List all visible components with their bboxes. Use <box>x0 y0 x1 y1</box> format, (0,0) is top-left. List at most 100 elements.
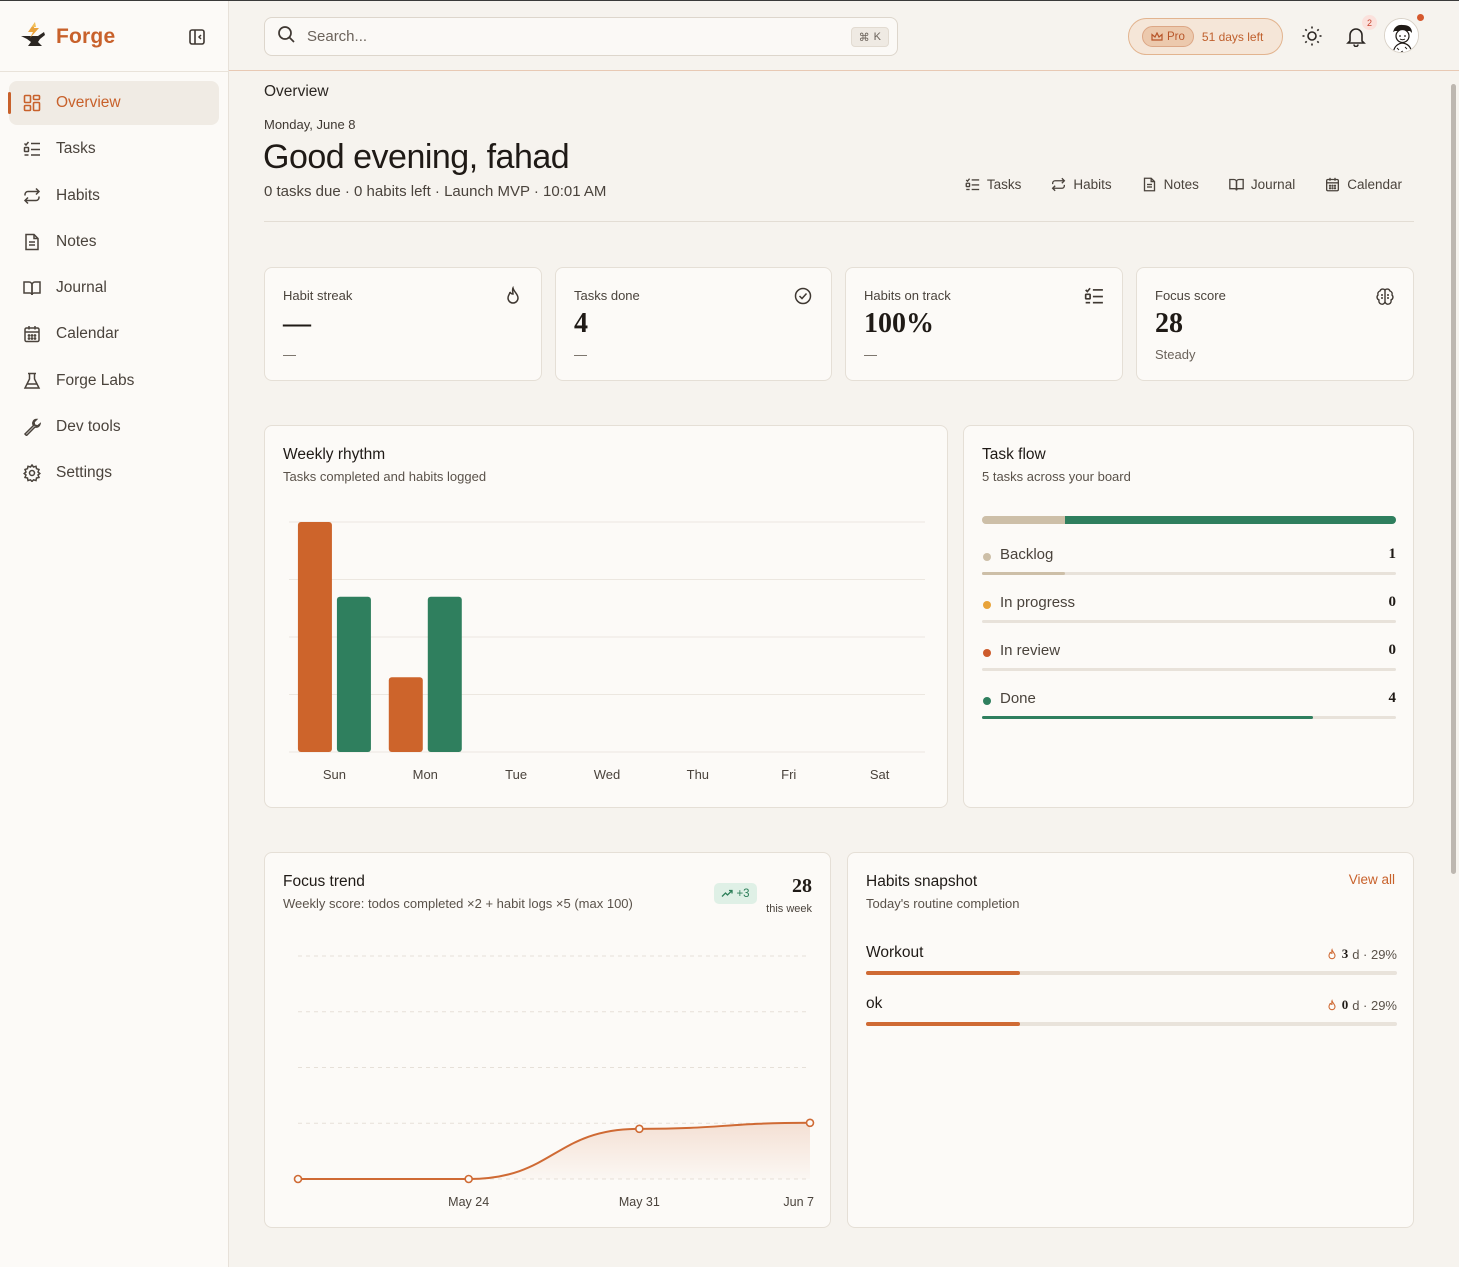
habit-progress-fill <box>866 1022 1020 1026</box>
check-circle-icon <box>794 287 812 305</box>
sidebar-item-label: Dev tools <box>56 418 121 436</box>
status-dot <box>983 649 991 657</box>
quicklink-calendar[interactable]: Calendar <box>1325 177 1402 192</box>
calendar-icon <box>22 324 42 344</box>
search-input[interactable]: Search... ⌘ K <box>264 17 898 56</box>
weekly-rhythm-chart: Sun Mon Tue Wed Thu Fri Sat <box>289 521 925 782</box>
panel-left-icon <box>189 29 205 45</box>
flow-track <box>982 620 1396 623</box>
quicklink-label: Habits <box>1073 177 1112 192</box>
sidebar-item-label: Overview <box>56 94 121 111</box>
trend-caption: this week <box>766 903 812 915</box>
view-all-link[interactable]: View all <box>1348 872 1395 887</box>
calendar-icon <box>1326 177 1340 192</box>
sidebar-item-label: Habits <box>56 186 100 204</box>
flow-fill <box>982 716 1314 719</box>
quicklink-journal[interactable]: Journal <box>1229 177 1295 192</box>
sidebar: Forge Overview <box>0 1 229 1267</box>
habit-streak: 0 <box>1341 997 1349 1012</box>
flow-count: 0 <box>1388 594 1397 610</box>
stat-card-focus-score[interactable]: Focus score 28 Steady <box>1136 267 1414 381</box>
flow-row-done[interactable]: Done 4 <box>982 690 1396 720</box>
book-icon <box>1229 178 1244 191</box>
sidebar-item-forge-labs[interactable]: Forge Labs <box>9 359 219 403</box>
sidebar-item-overview[interactable]: Overview <box>8 81 219 125</box>
greeting: Good evening, fahad <box>263 138 570 176</box>
trend-area <box>298 1122 810 1179</box>
stack-segment <box>982 516 1065 524</box>
stat-card-habit-streak[interactable]: Habit streak — — <box>264 267 542 381</box>
wrench-icon <box>22 417 42 437</box>
sidebar-item-tasks[interactable]: Tasks <box>9 127 219 171</box>
sidebar-nav: Overview Tasks Habits <box>8 81 219 498</box>
stat-card-tasks-done[interactable]: Tasks done 4 — <box>555 267 832 381</box>
habit-row-ok[interactable]: ok 0 d · 29% <box>866 995 1397 1035</box>
search-shortcut: ⌘ K <box>850 27 889 47</box>
repeat-icon <box>22 186 42 206</box>
pro-plan-pill[interactable]: Pro 51 days left <box>1128 18 1283 55</box>
bell-icon <box>1346 28 1366 47</box>
habit-progress-text: d · 29% <box>1352 946 1397 962</box>
habit-name: ok <box>866 995 883 1012</box>
sidebar-item-label: Forge Labs <box>56 371 135 389</box>
flow-row-in-progress[interactable]: In progress 0 <box>982 594 1396 624</box>
weekly-rhythm-card: Weekly rhythm Tasks completed and habits… <box>264 425 948 808</box>
trend-value: 28 <box>792 875 812 897</box>
sidebar-item-notes[interactable]: Notes <box>9 220 219 264</box>
x-tick-label: Fri <box>781 767 796 782</box>
pro-badge: Pro <box>1142 26 1194 47</box>
stat-sub: — <box>574 347 587 362</box>
quick-links: Tasks Habits Notes Journal <box>965 177 1402 192</box>
data-point <box>635 1124 644 1134</box>
notifications-button[interactable] <box>1343 23 1369 49</box>
stack-segment <box>1064 516 1396 524</box>
flow-fill <box>982 572 1065 575</box>
quicklink-habits[interactable]: Habits <box>1051 177 1112 192</box>
pro-days-left: 51 days left <box>1201 29 1264 44</box>
habits-snapshot-card: Habits snapshot Today's routine completi… <box>847 852 1414 1228</box>
status-dot <box>983 601 991 609</box>
brand-name: Forge <box>56 25 116 48</box>
sidebar-item-calendar[interactable]: Calendar <box>9 312 219 356</box>
brain-icon <box>1376 288 1394 305</box>
sidebar-item-habits[interactable]: Habits <box>9 174 219 218</box>
focus-trend-chart: May 24 May 31 Jun 7 <box>293 955 815 1209</box>
sidebar-item-journal[interactable]: Journal <box>9 266 219 310</box>
trend-delta-badge: +3 <box>714 883 757 904</box>
quicklink-notes[interactable]: Notes <box>1142 177 1199 192</box>
flow-row-in-review[interactable]: In review 0 <box>982 642 1396 672</box>
collapse-sidebar-button[interactable] <box>186 27 208 47</box>
stat-sub: — <box>864 347 877 362</box>
main-content: Overview Monday, June 8 Good evening, fa… <box>229 72 1459 1267</box>
status-dot <box>983 553 991 561</box>
flow-track <box>982 572 1396 575</box>
habit-progress-track <box>866 971 1397 975</box>
forge-logo-icon <box>18 20 48 55</box>
stat-value: 28 <box>1155 308 1183 339</box>
scrollbar-thumb[interactable] <box>1451 84 1456 874</box>
quicklink-tasks[interactable]: Tasks <box>965 177 1022 192</box>
main-scrollbar[interactable] <box>1449 72 1459 1267</box>
avatar[interactable] <box>1384 18 1419 53</box>
quicklink-label: Tasks <box>986 177 1022 192</box>
sidebar-item-settings[interactable]: Settings <box>9 451 219 495</box>
flow-row-backlog[interactable]: Backlog 1 <box>982 546 1396 576</box>
stat-sub: Steady <box>1155 347 1196 362</box>
habit-row-workout[interactable]: Workout 3 d · 29% <box>866 944 1397 984</box>
online-status-dot <box>1417 14 1424 21</box>
topbar: Search... ⌘ K Pro 51 days left 2 <box>229 1 1459 71</box>
sidebar-item-label: Journal <box>56 279 107 297</box>
card-title: Focus trend <box>283 873 365 890</box>
stat-card-habits-on-track[interactable]: Habits on track 100% — <box>845 267 1123 381</box>
crown-icon <box>1151 31 1163 41</box>
flow-track <box>982 716 1396 719</box>
sidebar-item-label: Notes <box>56 232 97 250</box>
x-tick-label: Mon <box>413 767 438 782</box>
stat-label: Tasks done <box>574 288 640 303</box>
theme-toggle-button[interactable] <box>1299 23 1325 49</box>
flow-label: In review <box>1000 642 1061 659</box>
sidebar-item-dev-tools[interactable]: Dev tools <box>9 405 219 449</box>
quicklink-label: Calendar <box>1347 177 1402 192</box>
brand[interactable]: Forge <box>18 21 115 53</box>
gear-icon <box>22 463 42 483</box>
